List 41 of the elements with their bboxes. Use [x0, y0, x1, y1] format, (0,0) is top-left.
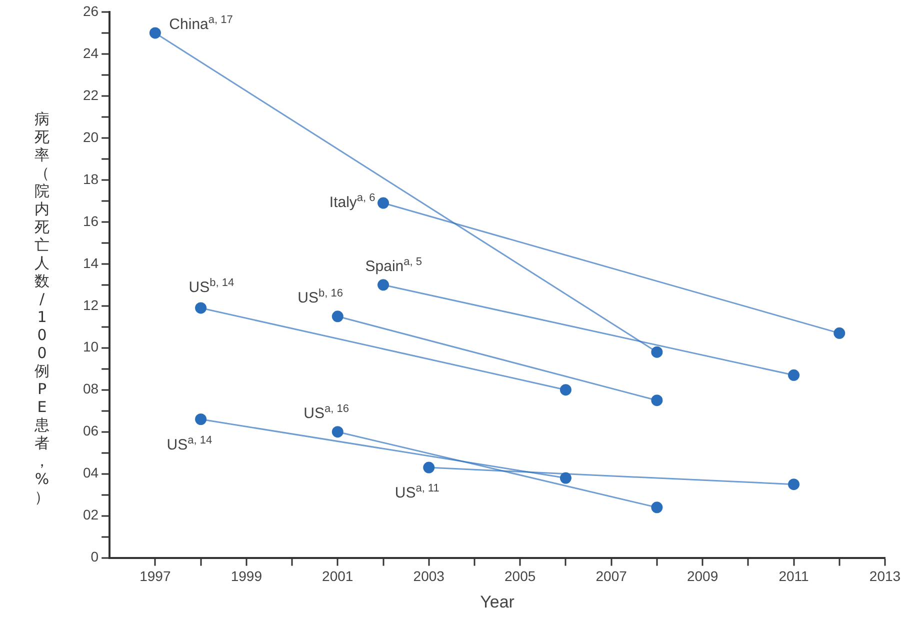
point [195, 302, 207, 314]
point [651, 394, 663, 406]
y-tick-label: 06 [82, 422, 99, 439]
y-tick-label: 16 [82, 212, 99, 229]
point [378, 279, 390, 291]
x-tick-label: 2013 [869, 568, 901, 584]
y-tick-label: 04 [82, 464, 99, 481]
x-tick-label: 2009 [686, 568, 718, 584]
y-tick-label: 08 [82, 380, 99, 397]
x-tick-label: 2011 [778, 568, 810, 584]
x-tick-label: 1999 [230, 568, 262, 584]
point [332, 310, 344, 322]
point [378, 197, 390, 209]
y-tick-label: 12 [82, 296, 99, 313]
point [788, 369, 800, 381]
point [834, 327, 846, 339]
y-tick-label: 18 [82, 170, 99, 187]
y-tick-label: 22 [82, 86, 99, 103]
y-tick-label: 20 [82, 128, 99, 145]
point [560, 384, 572, 396]
x-tick-label: 1997 [140, 568, 171, 584]
y-tick-label: 24 [82, 44, 99, 61]
x-tick-label: 2007 [596, 568, 628, 584]
y-tick-label: 0 [90, 548, 99, 565]
x-tick-label: 2005 [504, 568, 536, 584]
y-tick-label: 02 [82, 506, 99, 523]
y-tick-label: 10 [82, 338, 99, 355]
x-axis-title: Year [480, 592, 515, 612]
point [560, 472, 572, 484]
point [195, 414, 207, 425]
x-tick-label: 2003 [413, 568, 445, 584]
x-tick-label: 2001 [322, 568, 354, 584]
point [149, 27, 161, 39]
y-tick-label: 26 [82, 2, 99, 19]
text: 病死率（院内死亡人数/100例PE患者，%） [34, 110, 50, 506]
point [651, 502, 663, 514]
y-tick-label: 14 [82, 254, 99, 271]
point [788, 478, 800, 490]
point [651, 346, 663, 358]
point [423, 462, 435, 474]
point [332, 426, 344, 438]
